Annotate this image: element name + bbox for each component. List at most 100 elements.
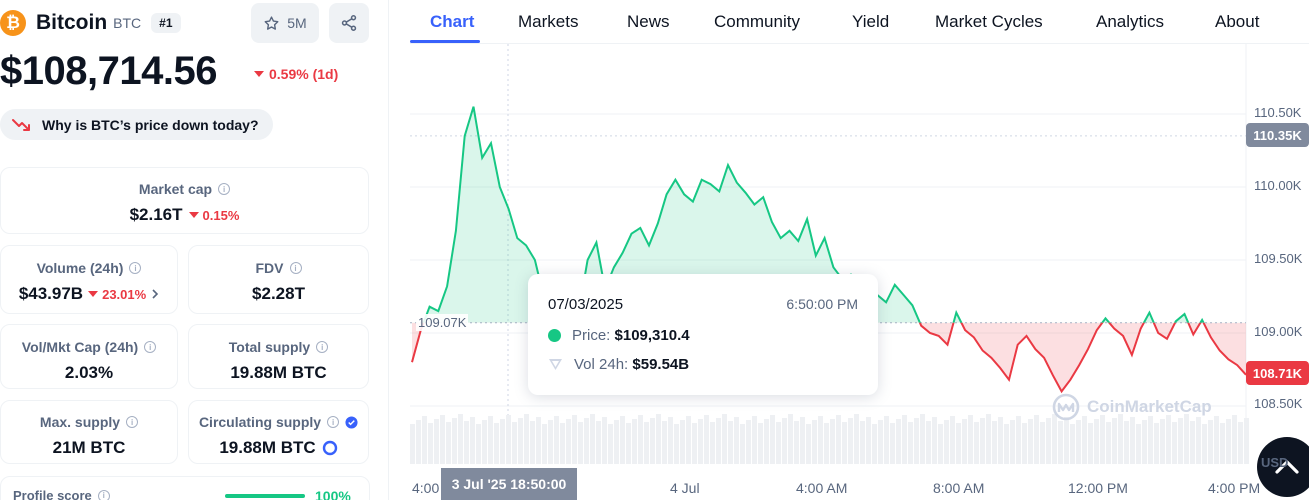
info-icon[interactable]: i bbox=[316, 341, 329, 353]
volume-bar bbox=[974, 422, 979, 464]
volume-bar bbox=[674, 424, 679, 464]
verified-icon bbox=[345, 415, 358, 429]
info-icon[interactable]: i bbox=[218, 183, 231, 195]
volume-bar bbox=[596, 421, 601, 464]
volume-bar bbox=[1094, 419, 1099, 464]
price-chart[interactable]: 110.50K 110.00K 109.50K 109.00K 108.50K … bbox=[410, 44, 1309, 500]
volume-bar bbox=[446, 422, 451, 464]
volume-bar bbox=[962, 419, 967, 464]
fdv-value: $2.28T bbox=[252, 284, 305, 303]
volume-bar bbox=[1238, 422, 1243, 464]
scroll-to-top-button[interactable] bbox=[1257, 437, 1309, 497]
volume-bar bbox=[914, 418, 919, 464]
why-price-down-button[interactable]: Why is BTC’s price down today? bbox=[0, 109, 273, 140]
tab-news[interactable]: News bbox=[627, 12, 670, 31]
tooltip-price-value: $109,310.4 bbox=[614, 327, 690, 344]
volume-bar bbox=[686, 416, 691, 464]
volume-bar bbox=[1040, 422, 1045, 464]
bitcoin-logo-icon: ₿ bbox=[0, 10, 26, 36]
volume-bar bbox=[680, 420, 685, 464]
y-tick-label: 109.00K bbox=[1254, 324, 1303, 339]
volume-bar bbox=[632, 419, 637, 464]
vol-mkt-cap-label: Vol/Mkt Cap (24h) bbox=[21, 339, 139, 355]
volume-bar bbox=[938, 424, 943, 464]
tab-community[interactable]: Community bbox=[714, 12, 800, 31]
x-tick-label: 4 Jul bbox=[670, 480, 700, 496]
volume-bar bbox=[956, 423, 961, 464]
volume-bar bbox=[548, 420, 553, 464]
profile-score-card: Profile score i 100% bbox=[0, 476, 370, 500]
circulating-supply-card: Circulating supply i 19.88M BTC bbox=[188, 400, 369, 464]
volume-bar bbox=[590, 414, 595, 464]
share-icon bbox=[341, 15, 357, 31]
volume-bar bbox=[1028, 419, 1033, 464]
x-tick-label: 12:00 PM bbox=[1068, 480, 1128, 496]
volume-bar bbox=[650, 418, 655, 464]
info-icon[interactable]: i bbox=[289, 262, 302, 274]
volume-card[interactable]: Volume (24h) i $43.97B 23.01% bbox=[0, 245, 178, 314]
price-chart-svg[interactable] bbox=[410, 44, 1309, 500]
volume-bar bbox=[902, 415, 907, 464]
watchlist-button[interactable]: 5M bbox=[251, 3, 319, 43]
volume-bar bbox=[668, 417, 673, 464]
why-price-down-label: Why is BTC’s price down today? bbox=[42, 116, 259, 133]
volume-bar bbox=[1142, 420, 1147, 464]
info-icon[interactable]: i bbox=[97, 489, 110, 500]
volume-bar bbox=[890, 423, 895, 464]
area-down-fill bbox=[412, 322, 1246, 392]
tab-chart[interactable]: Chart bbox=[430, 12, 475, 31]
volume-bar bbox=[530, 421, 535, 464]
volume-bar bbox=[746, 420, 751, 464]
volume-bar bbox=[434, 419, 439, 464]
vol-mkt-cap-value: 2.03% bbox=[64, 363, 114, 382]
volume-bar bbox=[1148, 416, 1153, 464]
volume-bar bbox=[1052, 414, 1057, 464]
info-icon[interactable]: i bbox=[129, 262, 142, 274]
volume-bar bbox=[494, 423, 499, 464]
volume-bar bbox=[1004, 424, 1009, 464]
tooltip-volume-row: Vol 24h: $59.54B bbox=[548, 356, 689, 373]
down-arrow-icon bbox=[254, 71, 264, 77]
volume-bar bbox=[968, 415, 973, 464]
info-icon[interactable]: i bbox=[144, 341, 157, 353]
volume-bar bbox=[926, 421, 931, 464]
info-icon[interactable]: i bbox=[126, 416, 139, 428]
info-icon[interactable]: i bbox=[327, 416, 340, 428]
open-price-label: 109.07K bbox=[416, 314, 469, 331]
volume-bar bbox=[1016, 416, 1021, 464]
fdv-card: FDV i $2.28T bbox=[188, 245, 369, 314]
tooltip-volume-value: $59.54B bbox=[632, 356, 690, 373]
volume-change: 23.01% bbox=[102, 286, 147, 302]
rank-badge: #1 bbox=[151, 13, 181, 33]
volume-bar bbox=[872, 424, 877, 464]
share-button[interactable] bbox=[329, 3, 369, 43]
tab-market-cycles[interactable]: Market Cycles bbox=[935, 12, 1043, 31]
volume-bar bbox=[884, 416, 889, 464]
price-change-value: 0.59% (1d) bbox=[269, 66, 339, 82]
volume-bar bbox=[1214, 416, 1219, 464]
volume-bar bbox=[542, 424, 547, 464]
volume-bar bbox=[620, 416, 625, 464]
volume-bar bbox=[728, 421, 733, 464]
volume-bar bbox=[836, 415, 841, 464]
tab-analytics[interactable]: Analytics bbox=[1096, 12, 1165, 31]
market-cap-label: Market cap bbox=[138, 181, 213, 197]
x-tick-label: 4:00 PM bbox=[1208, 480, 1261, 496]
volume-bar bbox=[662, 421, 667, 464]
volume-bar bbox=[476, 424, 481, 464]
volume-bar bbox=[518, 418, 523, 464]
tab-about[interactable]: About bbox=[1215, 12, 1260, 31]
watermark-text: CoinMarketCap bbox=[1087, 397, 1212, 416]
star-icon bbox=[264, 15, 279, 30]
volume-bar bbox=[614, 420, 619, 464]
price-change: 0.59% (1d) bbox=[254, 66, 338, 82]
volume-bar bbox=[452, 418, 457, 464]
tab-yield[interactable]: Yield bbox=[852, 12, 890, 31]
volume-bar bbox=[1160, 419, 1165, 464]
volume-bar bbox=[440, 415, 445, 464]
volume-bar bbox=[422, 416, 427, 464]
active-tab-indicator bbox=[410, 40, 480, 43]
tab-markets[interactable]: Markets bbox=[518, 12, 579, 31]
volume-bar bbox=[554, 416, 559, 464]
total-supply-card: Total supply i 19.88M BTC bbox=[188, 324, 369, 389]
